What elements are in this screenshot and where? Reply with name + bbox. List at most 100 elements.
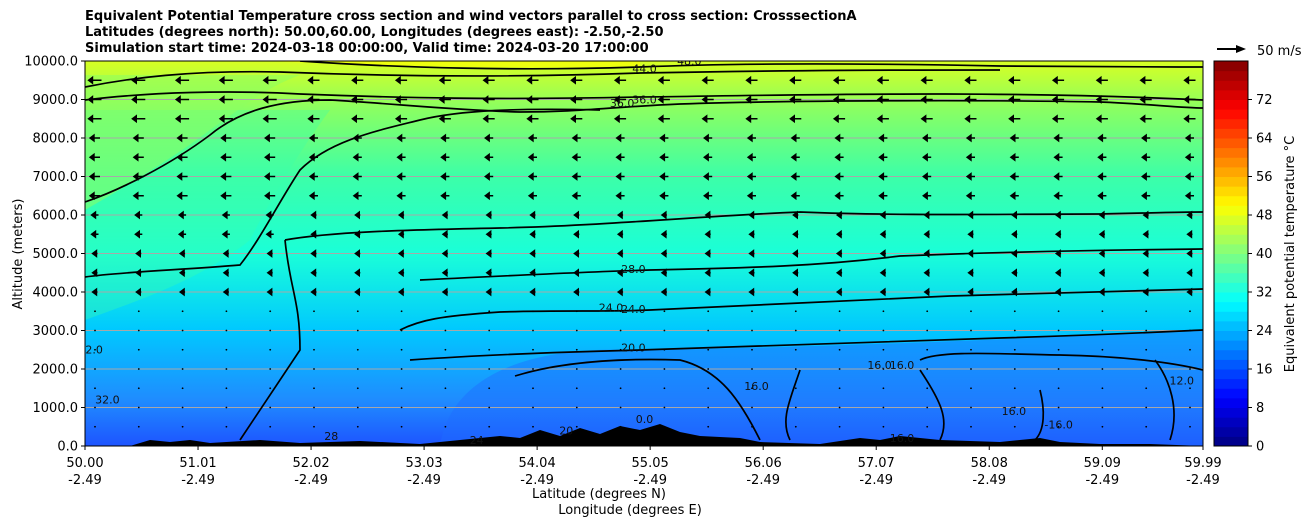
wind-vector — [400, 387, 403, 390]
wind-vector — [397, 210, 405, 220]
wind-vector — [218, 75, 233, 85]
wind-vector — [1101, 406, 1104, 409]
colorbar-tick-label: 32 — [1256, 286, 1273, 301]
wind-vector — [181, 310, 184, 313]
wind-vector — [878, 152, 888, 162]
wind-vector — [527, 172, 537, 181]
wind-vector — [748, 268, 755, 278]
contour-label: 32.0 — [78, 344, 103, 357]
wind-vector — [396, 133, 406, 143]
wind-vector — [441, 229, 448, 239]
wind-vector — [400, 425, 403, 428]
colorbar: 0 8 16 24 32 40 48 56 64 72 — [1214, 61, 1273, 455]
wind-vector — [351, 95, 364, 104]
wind-vector — [441, 287, 448, 297]
wind-vector — [484, 152, 494, 162]
colorbar-level — [1214, 397, 1248, 408]
wind-vector — [1097, 133, 1107, 143]
wind-vector — [482, 114, 495, 124]
colorbar-level — [1214, 359, 1248, 370]
wind-vector — [313, 406, 315, 409]
wind-vector — [441, 249, 448, 258]
wind-vector — [313, 348, 315, 351]
wind-vector — [619, 387, 622, 390]
wind-vector — [660, 249, 667, 258]
wind-vector — [485, 249, 492, 258]
y-tick-label: 2000.0 — [33, 363, 79, 378]
wind-vector — [748, 210, 755, 220]
wind-vector — [922, 191, 932, 201]
x-tick-label-lon: -2.49 — [972, 473, 1006, 488]
wind-vector — [751, 406, 753, 409]
wind-vector — [181, 406, 184, 409]
wind-vector — [660, 210, 667, 220]
wind-vector — [615, 191, 625, 201]
wind-vector — [354, 249, 361, 258]
wind-vector — [920, 75, 933, 85]
wind-vector — [573, 287, 580, 297]
wind-vector — [704, 268, 711, 278]
wind-vector — [397, 229, 405, 239]
wind-vector — [663, 387, 666, 390]
wind-vector — [269, 425, 272, 428]
wind-vector — [1013, 310, 1016, 313]
wind-vector — [1184, 133, 1194, 143]
wind-vector — [91, 249, 98, 258]
wind-vector — [222, 268, 229, 278]
wind-vector — [619, 368, 622, 370]
wind-vector — [1009, 133, 1019, 143]
wind-vector — [1101, 425, 1104, 428]
y-tick-label: 4000.0 — [33, 286, 79, 301]
wind-vector — [313, 425, 315, 428]
wind-vector — [970, 406, 972, 409]
wind-vector — [926, 348, 929, 351]
wind-vector — [1051, 95, 1065, 104]
wind-vector — [965, 133, 975, 143]
colorbar-level — [1214, 436, 1248, 447]
y-tick-label: 6000.0 — [33, 209, 79, 224]
wind-vector — [1141, 133, 1151, 143]
wind-vector — [748, 249, 755, 258]
wind-vector — [135, 268, 142, 278]
wind-vector — [532, 348, 534, 351]
wind-vector — [266, 268, 273, 278]
wind-vector — [310, 229, 317, 239]
wind-vector — [615, 172, 625, 181]
wind-vector — [704, 210, 711, 220]
wind-vector — [746, 133, 756, 143]
wind-vector — [532, 329, 534, 332]
wind-vector — [704, 287, 711, 297]
wind-vector — [1142, 210, 1149, 220]
wind-vector — [1097, 191, 1107, 201]
wind-vector — [488, 387, 491, 390]
wind-vector — [269, 348, 272, 351]
wind-vector — [1057, 329, 1060, 332]
wind-vector — [922, 152, 932, 162]
wind-vector — [1145, 310, 1148, 313]
wind-vector — [90, 210, 99, 220]
wind-vector — [269, 406, 272, 409]
wind-vector — [746, 172, 756, 181]
wind-vector — [573, 229, 580, 239]
x-tick-label-lat: 51.01 — [179, 456, 216, 471]
wind-vector — [485, 287, 492, 297]
contour-16c — [919, 352, 1203, 371]
wind-vector — [882, 329, 885, 332]
wind-vector — [354, 210, 361, 220]
colorbar-tick-label: 16 — [1256, 363, 1273, 378]
wind-vector — [1101, 387, 1104, 390]
contour-label: 20.0 — [621, 342, 646, 355]
wind-vector — [444, 329, 447, 332]
wind-vector — [485, 268, 492, 278]
wind-vector — [1186, 287, 1193, 297]
wind-vector — [351, 75, 364, 85]
wind-vector — [1009, 152, 1019, 162]
y-tick-label: 7000.0 — [33, 170, 79, 185]
chart-title-line-3: Simulation start time: 2024-03-18 00:00:… — [85, 41, 649, 56]
wind-vector — [1095, 75, 1108, 85]
colorbar-level — [1214, 234, 1248, 245]
wind-vector — [222, 249, 229, 258]
wind-vector — [1054, 210, 1062, 220]
wind-vector — [707, 425, 710, 428]
hot-top-region — [260, 61, 640, 68]
